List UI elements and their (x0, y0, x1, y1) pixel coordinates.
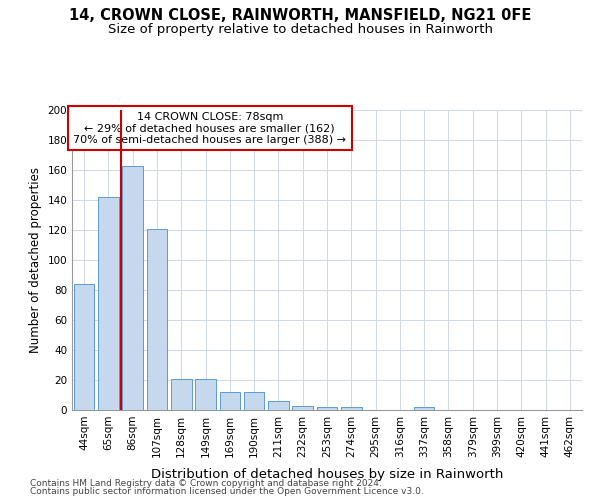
Bar (122, 166, 143, 410)
Bar (341, 407, 362, 410)
Bar (317, 407, 337, 410)
Text: 14 CROWN CLOSE: 78sqm
← 29% of detached houses are smaller (162)
70% of semi-det: 14 CROWN CLOSE: 78sqm ← 29% of detached … (73, 112, 346, 144)
Text: Contains HM Land Registry data © Crown copyright and database right 2024.: Contains HM Land Registry data © Crown c… (30, 478, 382, 488)
Bar (171, 378, 191, 410)
Bar (146, 228, 167, 410)
Bar (98, 197, 119, 410)
Text: Size of property relative to detached houses in Rainworth: Size of property relative to detached ho… (107, 22, 493, 36)
Y-axis label: Number of detached properties: Number of detached properties (29, 167, 42, 353)
Text: Contains public sector information licensed under the Open Government Licence v3: Contains public sector information licen… (30, 487, 424, 496)
X-axis label: Distribution of detached houses by size in Rainworth: Distribution of detached houses by size … (151, 468, 503, 481)
Bar (244, 392, 265, 410)
Bar (268, 401, 289, 410)
Bar (292, 406, 313, 410)
Bar (195, 378, 216, 410)
Bar (414, 407, 434, 410)
Bar (220, 392, 240, 410)
Bar (74, 284, 94, 410)
Text: 14, CROWN CLOSE, RAINWORTH, MANSFIELD, NG21 0FE: 14, CROWN CLOSE, RAINWORTH, MANSFIELD, N… (69, 8, 531, 22)
